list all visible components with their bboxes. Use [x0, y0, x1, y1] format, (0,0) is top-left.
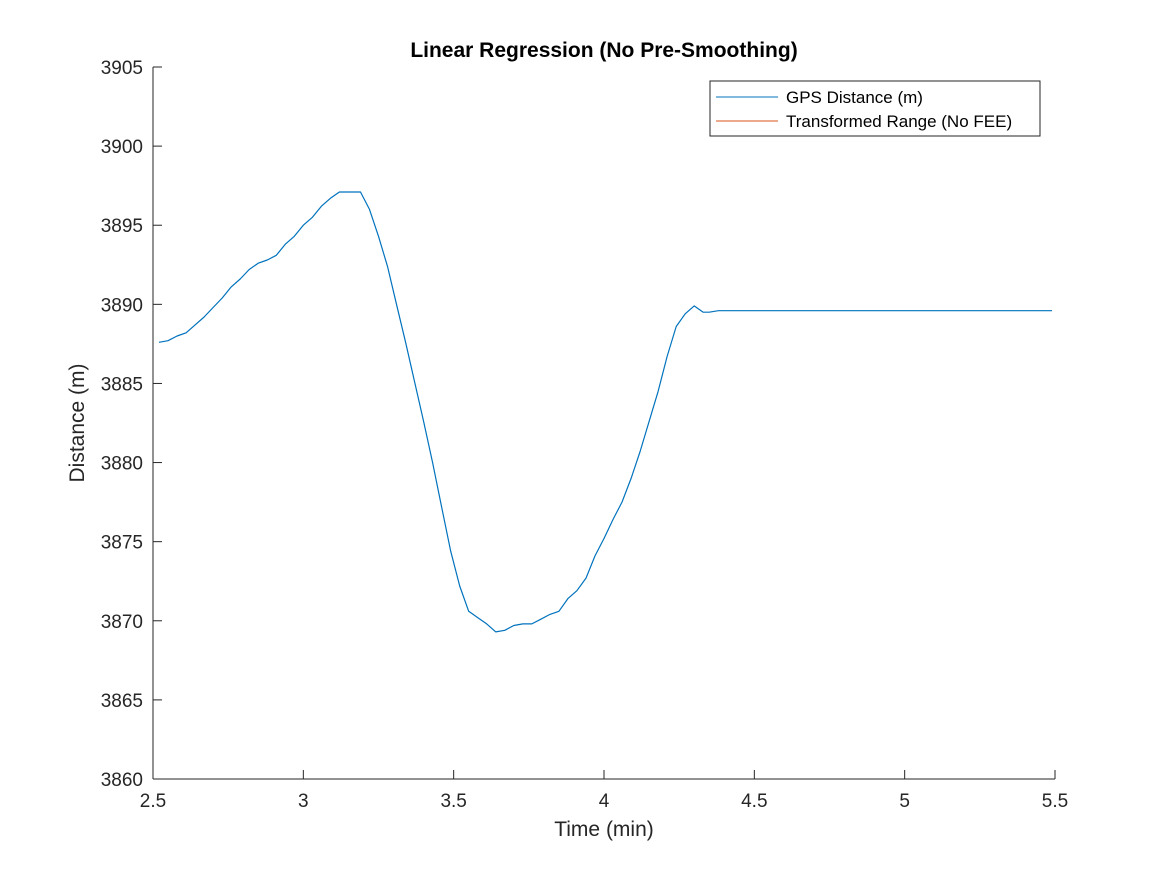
y-tick-label: 3880 — [101, 454, 143, 475]
x-tick-label: 4 — [599, 791, 610, 812]
y-tick-label: 3890 — [101, 295, 143, 316]
x-tick-label: 3.5 — [440, 791, 466, 812]
chart-title: Linear Regression (No Pre-Smoothing) — [410, 39, 797, 62]
x-tick-label: 5.5 — [1042, 791, 1068, 812]
y-axis-label: Distance (m) — [66, 363, 89, 482]
series-layer — [158, 191, 1052, 633]
legend-label-transformed-range: Transformed Range (No FEE) — [786, 112, 1012, 131]
x-tick-label: 5 — [899, 791, 910, 812]
plot-axes: 2.5 3 3.5 4 4.5 5 5.5 3860 3865 3870 3875 3880 3885… — [101, 58, 1068, 812]
x-axis-ticks: 2.5 3 3.5 4 4.5 5 5.5 — [140, 770, 1068, 812]
x-axis-label: Time (min) — [554, 818, 654, 841]
x-tick-label: 2.5 — [140, 791, 166, 812]
x-tick-label: 4.5 — [741, 791, 767, 812]
y-tick-label: 3860 — [101, 770, 143, 791]
y-tick-label: 3875 — [101, 533, 143, 554]
legend: GPS Distance (m) Transformed Range (No F… — [709, 80, 1041, 137]
y-tick-label: 3885 — [101, 374, 143, 395]
legend-label-gps-distance: GPS Distance (m) — [786, 88, 923, 107]
series-line-0 — [158, 191, 1052, 633]
y-axis-ticks: 3860 3865 3870 3875 3880 3885 3890 3895 3900 3905 — [101, 58, 162, 791]
y-tick-label: 3865 — [101, 691, 143, 712]
y-tick-label: 3895 — [101, 216, 143, 237]
y-tick-label: 3900 — [101, 137, 143, 158]
y-tick-label: 3870 — [101, 612, 143, 633]
x-tick-label: 3 — [298, 791, 309, 812]
legend-box — [709, 80, 1041, 137]
y-tick-label: 3905 — [101, 58, 143, 79]
